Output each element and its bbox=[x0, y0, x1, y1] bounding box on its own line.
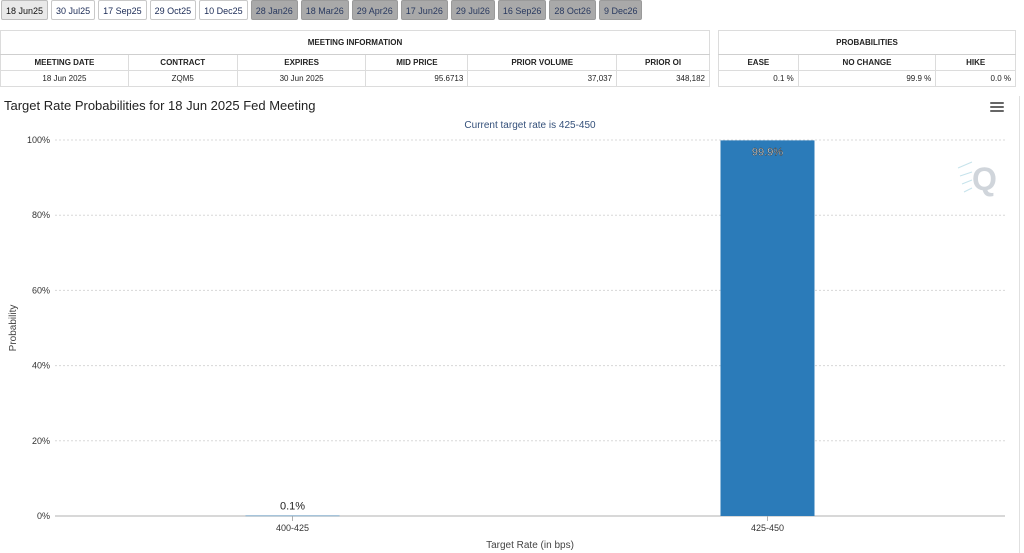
chart-container bbox=[0, 96, 1020, 553]
cell-contract: ZQM5 bbox=[127, 70, 238, 87]
meeting-information-table: MEETING INFORMATION MEETING DATE CONTRAC… bbox=[0, 30, 710, 87]
y-tick-label: 80% bbox=[32, 210, 50, 220]
cell-hike: 0.0 % bbox=[935, 70, 1016, 87]
x-tick-label: 400-425 bbox=[276, 523, 309, 533]
bar bbox=[245, 515, 340, 517]
y-tick-label: 60% bbox=[32, 285, 50, 295]
tab-meeting-10[interactable]: 16 Sep26 bbox=[497, 0, 547, 20]
y-tick-label: 40% bbox=[32, 361, 50, 371]
svg-text:Q: Q bbox=[972, 161, 997, 197]
tab-meeting-7[interactable]: 29 Apr26 bbox=[351, 0, 398, 20]
meeting-information-header: MEETING INFORMATION bbox=[0, 30, 710, 55]
chart-title: Target Rate Probabilities for 18 Jun 202… bbox=[4, 98, 316, 113]
tab-meeting-1[interactable]: 30 Jul25 bbox=[51, 0, 96, 20]
probabilities-table: PROBABILITIES EASE NO CHANGE HIKE 0.1 % … bbox=[718, 30, 1016, 87]
meeting-tabs: 18 Jun25 30 Jul25 17 Sep25 29 Oct25 10 Dec25… bbox=[0, 0, 643, 22]
tab-meeting-11[interactable]: 28 Oct26 bbox=[549, 0, 596, 20]
cell-meeting-date: 18 Jun 2025 bbox=[0, 70, 129, 87]
x-axis-title: Target Rate (in bps) bbox=[486, 540, 574, 551]
y-tick-label: 0% bbox=[37, 511, 50, 521]
y-tick-label: 100% bbox=[27, 135, 50, 145]
bar bbox=[720, 140, 815, 516]
y-tick-label: 20% bbox=[32, 436, 50, 446]
tab-meeting-9[interactable]: 29 Jul26 bbox=[450, 0, 495, 20]
tab-meeting-5[interactable]: 28 Jan26 bbox=[250, 0, 298, 20]
tab-meeting-0[interactable]: 18 Jun25 bbox=[1, 0, 49, 20]
tab-meeting-4[interactable]: 10 Dec25 bbox=[199, 0, 248, 20]
tab-meeting-8[interactable]: 17 Jun26 bbox=[400, 0, 448, 20]
x-tick-label: 425-450 bbox=[751, 523, 784, 533]
bar-data-label: 99.9% bbox=[752, 146, 783, 158]
y-axis-title: Probability bbox=[8, 305, 19, 352]
q-logo-icon: Q bbox=[957, 161, 997, 197]
cell-prior-oi: 348,182 bbox=[616, 70, 710, 87]
cell-ease: 0.1 % bbox=[718, 70, 799, 87]
chart-subtitle: Current target rate is 425-450 bbox=[464, 120, 596, 131]
cell-mid-price: 95.6713 bbox=[365, 70, 469, 87]
bar-data-label: 0.1% bbox=[280, 501, 305, 513]
tab-meeting-2[interactable]: 17 Sep25 bbox=[98, 0, 147, 20]
tab-meeting-12[interactable]: 9 Dec26 bbox=[598, 0, 643, 20]
hamburger-menu-icon[interactable] bbox=[990, 102, 1004, 113]
tab-meeting-3[interactable]: 29 Oct25 bbox=[149, 0, 197, 20]
tab-meeting-6[interactable]: 18 Mar26 bbox=[300, 0, 349, 20]
